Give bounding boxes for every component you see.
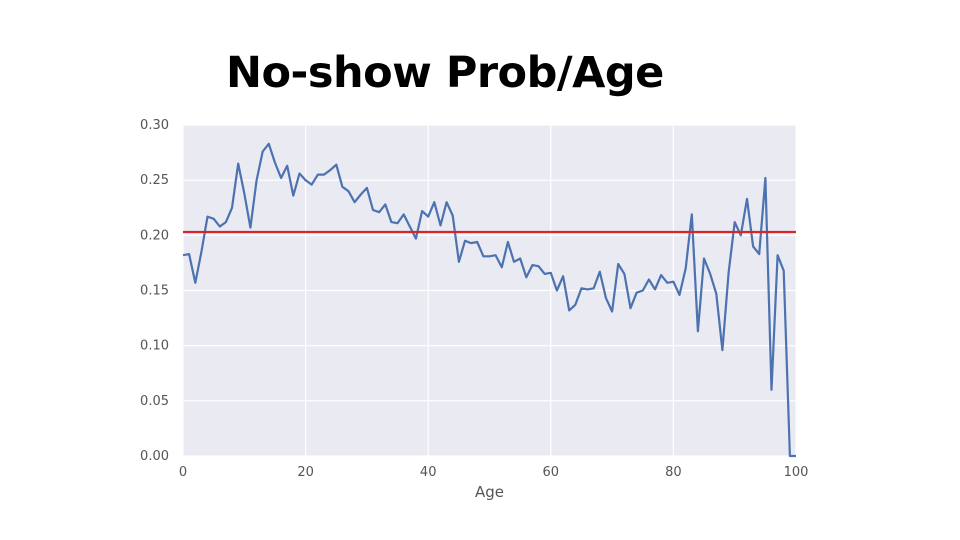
y-tick-label: 0.05 — [140, 394, 169, 409]
x-tick-label: 60 — [543, 465, 560, 480]
x-axis-ticks: 0 20 40 60 80 100 — [179, 465, 809, 480]
x-tick-label: 100 — [784, 465, 809, 480]
series-layer — [182, 142, 796, 458]
y-tick-label: 0.00 — [140, 449, 169, 464]
y-axis-ticks: 0.00 0.05 0.10 0.15 0.20 0.25 0.30 — [140, 118, 169, 464]
y-tick-label: 0.30 — [140, 118, 169, 133]
x-tick-label: 80 — [665, 465, 682, 480]
y-tick-label: 0.15 — [140, 284, 169, 299]
no-show-probability-line — [182, 142, 796, 458]
x-tick-label: 20 — [297, 465, 314, 480]
grid-lines — [182, 124, 797, 457]
y-tick-label: 0.10 — [140, 339, 169, 354]
x-tick-label: 0 — [179, 465, 187, 480]
slide-title: No-show Prob/Age — [226, 48, 664, 98]
x-tick-label: 40 — [420, 465, 437, 480]
x-axis-label: Age — [475, 483, 504, 501]
y-tick-label: 0.25 — [140, 173, 169, 188]
y-tick-label: 0.20 — [140, 228, 169, 243]
